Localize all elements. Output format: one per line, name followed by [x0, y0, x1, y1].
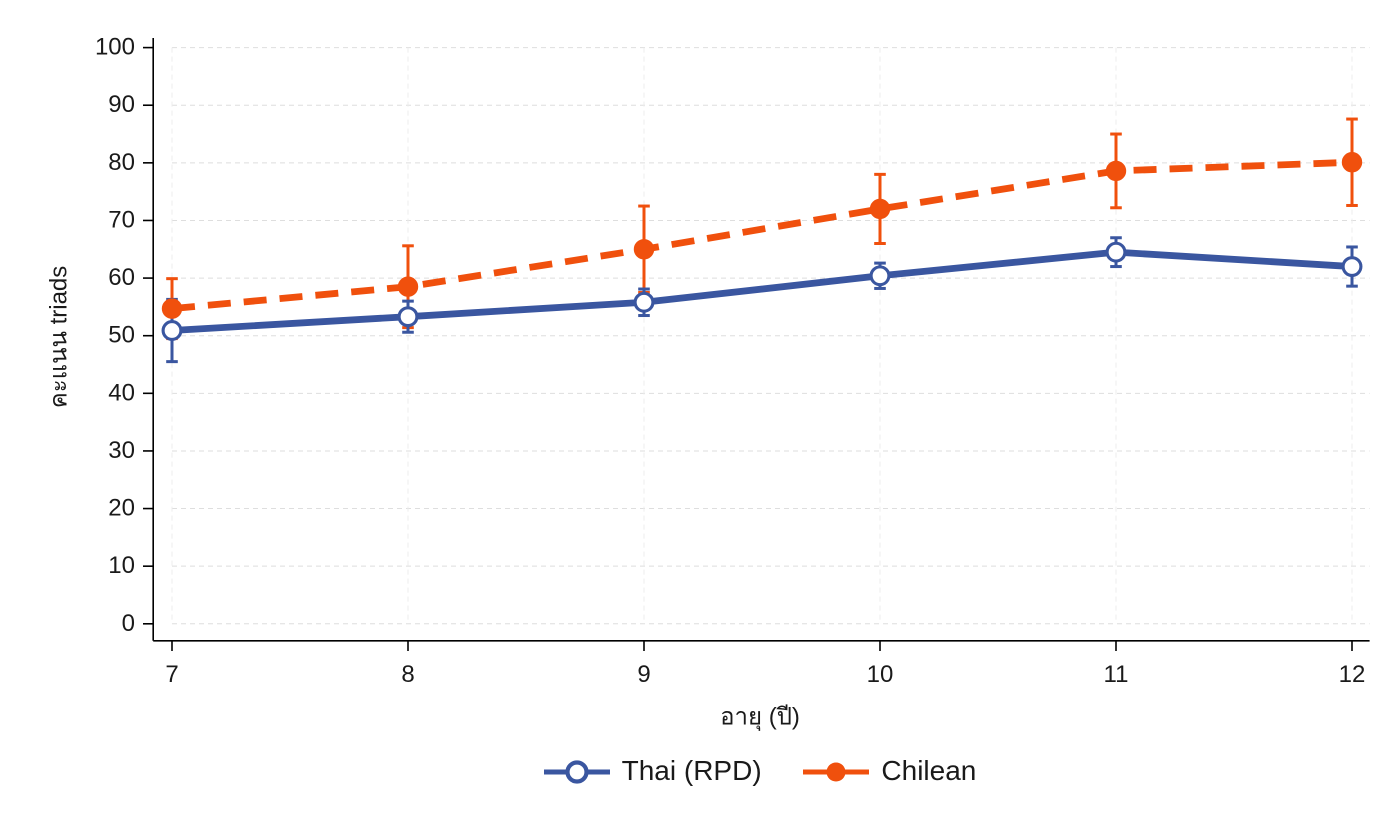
svg-text:20: 20: [108, 495, 135, 522]
svg-text:60: 60: [108, 264, 135, 291]
svg-text:11: 11: [1104, 661, 1129, 688]
svg-text:30: 30: [108, 437, 135, 464]
svg-text:9: 9: [637, 661, 650, 688]
svg-text:100: 100: [95, 34, 135, 61]
svg-text:10: 10: [867, 661, 894, 688]
svg-text:80: 80: [108, 149, 135, 176]
svg-text:50: 50: [108, 322, 135, 349]
svg-text:70: 70: [108, 206, 135, 233]
svg-text:40: 40: [108, 379, 135, 406]
svg-text:0: 0: [122, 610, 135, 637]
svg-text:7: 7: [165, 661, 178, 688]
svg-text:10: 10: [108, 552, 135, 579]
svg-text:12: 12: [1339, 661, 1366, 688]
svg-text:8: 8: [401, 661, 414, 688]
svg-text:90: 90: [108, 91, 135, 118]
